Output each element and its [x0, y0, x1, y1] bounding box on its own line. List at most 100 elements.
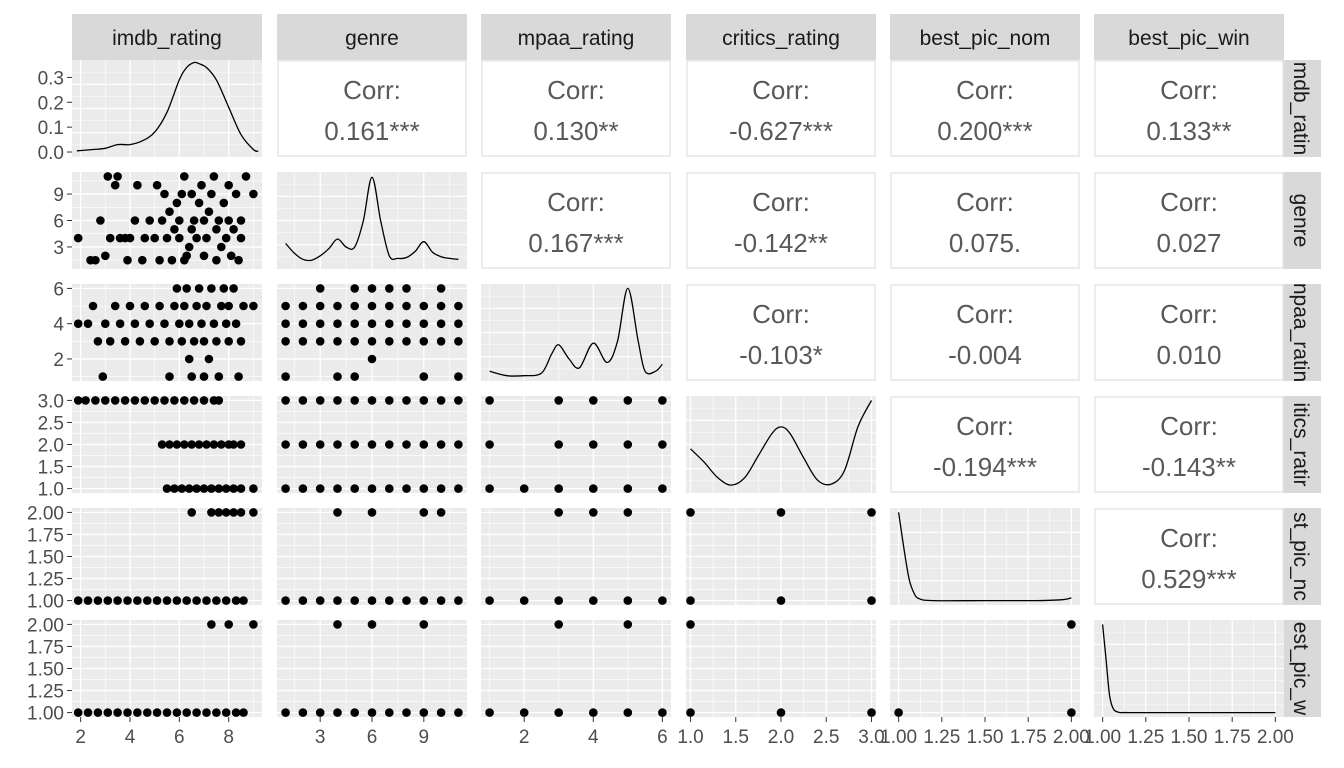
- scatter-point: [91, 255, 100, 265]
- scatter-point: [589, 708, 598, 717]
- corr-panel: [1094, 396, 1284, 493]
- scatter-point: [402, 319, 411, 329]
- scatter-point: [170, 301, 179, 311]
- corr-label: Corr:: [752, 187, 810, 217]
- scatter-point: [187, 225, 196, 234]
- scatter-point: [485, 708, 494, 717]
- scatter-point: [123, 708, 132, 717]
- scatter-point: [436, 508, 446, 517]
- scatter-point: [298, 484, 308, 493]
- scatter-point: [187, 440, 196, 449]
- scatter-point: [658, 484, 667, 493]
- strip-label-imdb_rating: imdb_rating: [112, 27, 222, 50]
- scatter-point: [776, 596, 786, 605]
- y-tick-label: 0.2: [38, 93, 64, 114]
- strip-right-group: npaa_ratin: [1289, 284, 1312, 381]
- scatter-point: [83, 708, 93, 717]
- strip-top-critics_rating: [686, 14, 876, 60]
- scatter-point: [315, 596, 325, 605]
- scatter-point: [385, 484, 394, 493]
- y-tick-label: 1.00: [27, 592, 64, 613]
- scatter-point: [554, 484, 563, 493]
- scatter-point: [212, 596, 221, 605]
- scatter-point: [367, 484, 377, 493]
- x-tick-label: 1.25: [923, 727, 960, 748]
- scatter-point: [204, 354, 214, 364]
- scatter-point: [199, 372, 209, 381]
- y-tick-label: 1.50: [27, 548, 64, 569]
- scatter-point: [554, 508, 563, 517]
- scatter-point: [236, 337, 246, 346]
- corr-panel: [481, 60, 671, 157]
- y-tick-label: 1.75: [27, 637, 64, 658]
- scatter-point: [686, 596, 695, 605]
- scatter-point: [554, 708, 563, 717]
- scatter-point: [367, 319, 377, 329]
- scatter-point: [217, 301, 226, 311]
- x-tick-label: 9: [419, 727, 430, 748]
- scatter-point: [113, 708, 122, 717]
- scatter-point: [239, 301, 248, 311]
- scatter-point: [315, 396, 325, 405]
- scatter-point: [249, 508, 258, 517]
- corr-value: 0.133**: [1146, 116, 1231, 146]
- scatter-point: [623, 596, 633, 605]
- scatter-point: [402, 484, 411, 493]
- scatter-point: [1067, 620, 1076, 629]
- scatter-point: [73, 708, 83, 717]
- y-tick-label: 2.00: [27, 503, 64, 524]
- scatter-point: [172, 596, 182, 605]
- scatter-point: [207, 284, 216, 293]
- scatter-point: [231, 189, 241, 199]
- x-tick-label: 6: [174, 727, 185, 748]
- strip-top-best_pic_win: [1094, 14, 1284, 60]
- corr-value: -0.194***: [933, 452, 1037, 482]
- scatter-point: [160, 396, 169, 405]
- y-tick-label: 3.0: [38, 391, 64, 412]
- scatter-point: [333, 319, 342, 329]
- scatter-point: [623, 620, 633, 629]
- scatter-point: [554, 620, 563, 629]
- corr-value: 0.200***: [937, 116, 1032, 146]
- scatter-point: [177, 484, 187, 493]
- scatter-point: [167, 255, 177, 265]
- scatter-point: [402, 301, 411, 311]
- x-tick-label: 3.0: [858, 727, 884, 748]
- corr-label: Corr:: [1160, 523, 1218, 553]
- scatter-point: [221, 484, 231, 493]
- scatter-point: [236, 440, 246, 449]
- scatter-point: [207, 508, 216, 517]
- y-tick-label: 1.25: [27, 682, 64, 703]
- scatter-point: [145, 216, 154, 225]
- scatter-point: [239, 708, 248, 717]
- y-tick-label: 1.25: [27, 570, 64, 591]
- scatter-point: [658, 440, 667, 449]
- scatter-point: [367, 284, 377, 293]
- scatter-point: [589, 440, 598, 449]
- scatter-point: [315, 284, 325, 293]
- strip-top-genre: [277, 14, 467, 60]
- scatter-point: [184, 484, 194, 493]
- scatter-point: [554, 596, 563, 605]
- corr-label: Corr:: [956, 187, 1014, 217]
- scatter-point: [189, 396, 199, 405]
- corr-label: Corr:: [1160, 299, 1218, 329]
- scatter-point: [177, 189, 187, 199]
- scatter-point: [419, 708, 429, 717]
- scatter-point: [402, 708, 411, 717]
- scatter-point: [281, 396, 290, 405]
- scatter-point: [187, 508, 196, 517]
- scatter-point: [172, 284, 182, 293]
- corr-label: Corr:: [1160, 75, 1218, 105]
- scatter-point: [867, 708, 876, 717]
- x-tick-label: 6: [367, 727, 378, 748]
- scatter-point: [209, 440, 219, 449]
- scatter-point: [152, 708, 162, 717]
- scatter-point: [207, 484, 216, 493]
- scatter-point: [485, 596, 494, 605]
- strip-label-best_pic_win: best_pic_win: [1128, 27, 1249, 50]
- scatter-point: [315, 708, 325, 717]
- strip-right-1: [1283, 172, 1321, 269]
- scatter-point: [160, 189, 169, 199]
- density-curve-critics_rating: [690, 400, 873, 486]
